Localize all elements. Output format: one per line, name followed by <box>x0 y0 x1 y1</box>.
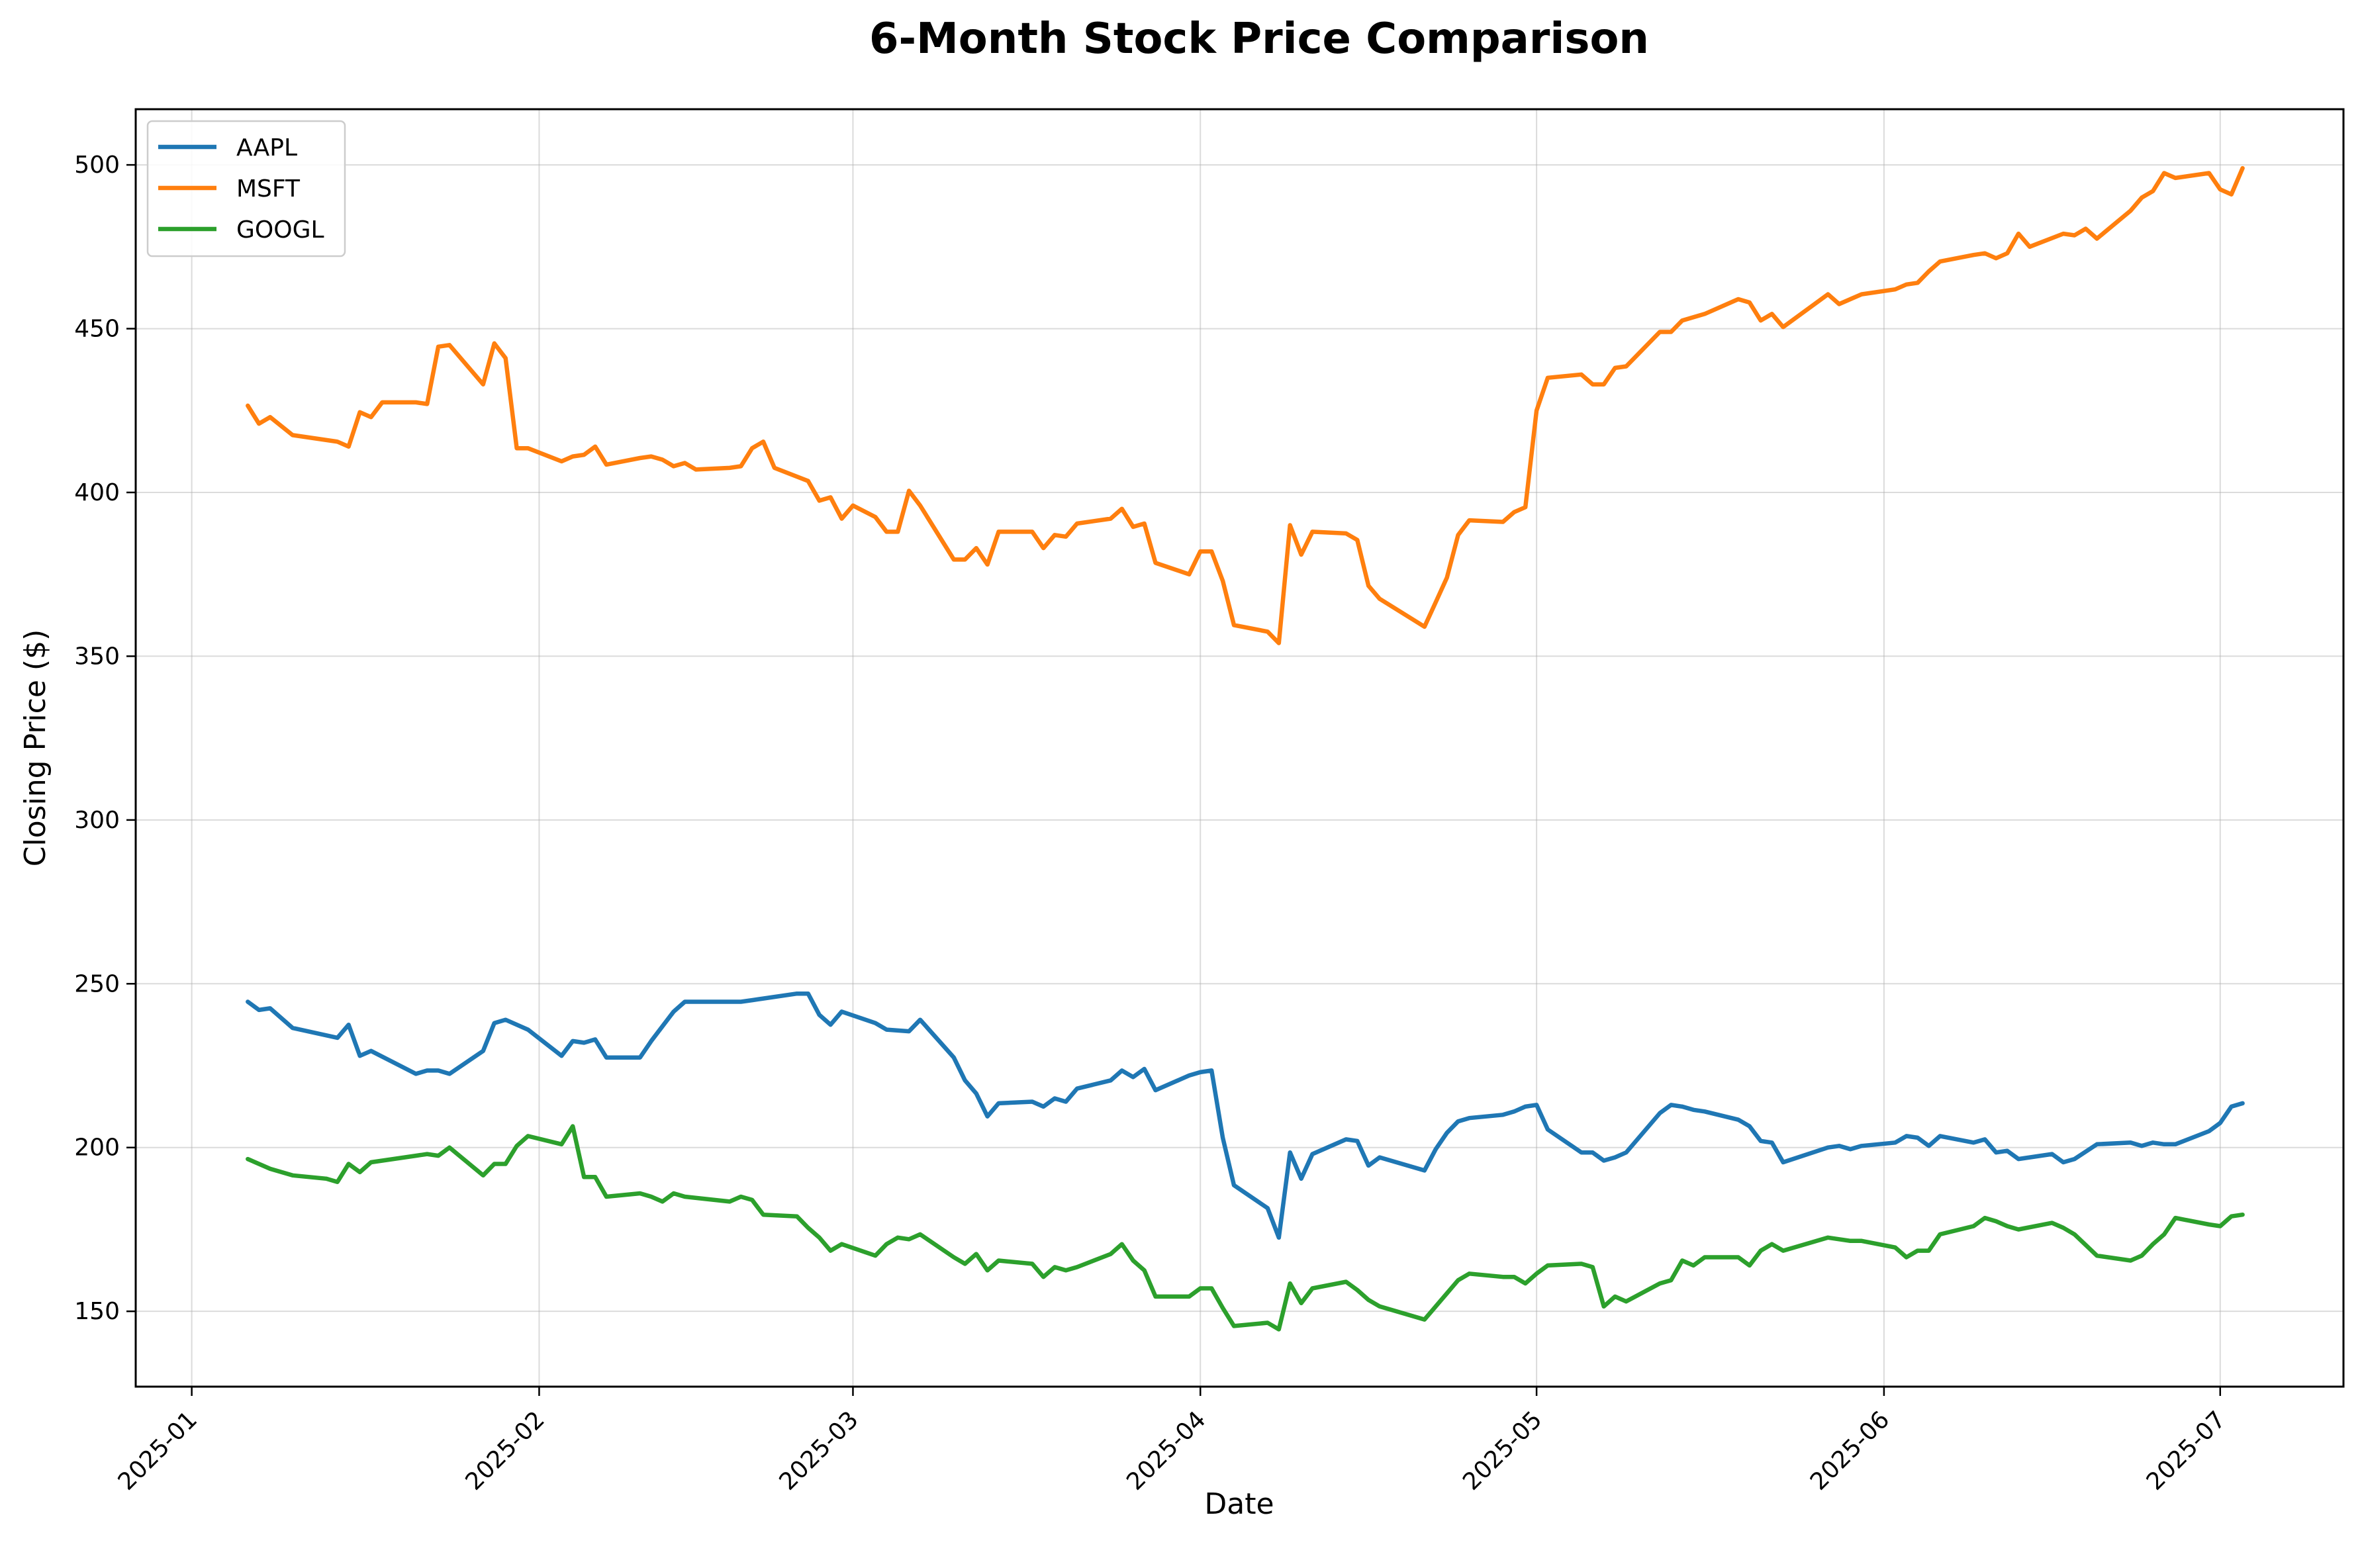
y-tick-label: 150 <box>74 1298 120 1325</box>
legend-box <box>146 120 346 257</box>
legend-label-googl: GOOGL <box>236 216 324 244</box>
y-tick-label: 350 <box>74 643 120 670</box>
series-line-msft <box>246 165 2245 645</box>
plot-frame <box>134 108 2345 1388</box>
x-axis-label: Date <box>1204 1487 1274 1521</box>
grid <box>136 109 2343 1387</box>
y-tick-label: 300 <box>74 807 120 834</box>
legend-label-aapl: AAPL <box>236 134 297 161</box>
y-tick-label: 400 <box>74 479 120 506</box>
y-tick-label: 500 <box>74 152 120 179</box>
legend: AAPL MSFT GOOGL <box>146 120 346 257</box>
y-tick-label: 450 <box>74 316 120 343</box>
legend-label-msft: MSFT <box>236 175 301 203</box>
series-line-aapl <box>246 991 2245 1240</box>
chart-title: 6-Month Stock Price Comparison <box>869 15 1649 64</box>
y-tick-label: 250 <box>74 970 120 997</box>
y-axis-ticks: 150 200 250 300 350 400 450 500 <box>74 152 136 1325</box>
series-lines <box>246 165 2245 1332</box>
y-axis-label: Closing Price ($) <box>19 629 52 866</box>
series-line-googl <box>246 1124 2245 1332</box>
y-tick-label: 200 <box>74 1134 120 1162</box>
